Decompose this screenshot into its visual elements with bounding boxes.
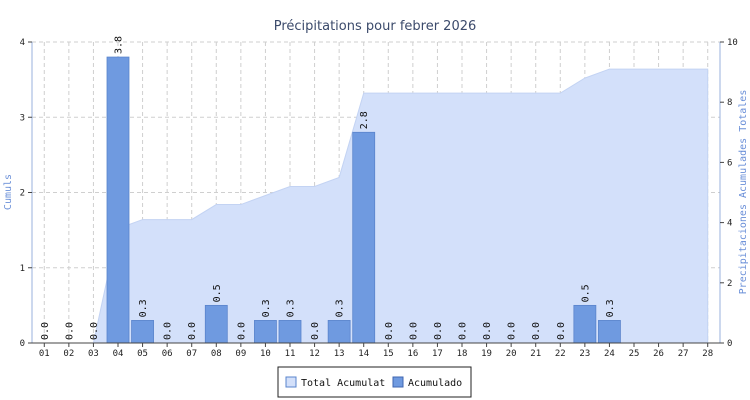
y-right-tick-4: 4 <box>727 219 732 229</box>
x-tick-27: 27 <box>678 349 689 359</box>
y-right-tick-10: 10 <box>727 38 738 48</box>
x-tick-09: 09 <box>235 349 246 359</box>
data-label-24: 0.3 <box>605 299 616 317</box>
x-tick-26: 26 <box>653 349 664 359</box>
data-label-14: 2.8 <box>359 111 370 129</box>
data-label-17: 0.0 <box>433 322 444 340</box>
y-right-tick-2: 2 <box>727 279 732 289</box>
y-axis-left-label: Cumuls <box>3 174 14 210</box>
x-tick-14: 14 <box>358 349 369 359</box>
x-tick-10: 10 <box>260 349 271 359</box>
x-tick-11: 11 <box>285 349 296 359</box>
x-tick-21: 21 <box>530 349 541 359</box>
y-right-tick-6: 6 <box>727 158 732 168</box>
bar-23 <box>573 304 597 344</box>
data-label-23: 0.5 <box>580 284 591 302</box>
bar-14 <box>352 131 376 344</box>
x-tick-18: 18 <box>457 349 468 359</box>
chart-title: Précipitations pour febrer 2026 <box>274 19 477 34</box>
x-tick-16: 16 <box>407 349 418 359</box>
x-tick-19: 19 <box>481 349 492 359</box>
bar-13 <box>327 320 351 344</box>
x-tick-01: 01 <box>39 349 50 359</box>
bar-05 <box>131 320 154 344</box>
data-label-01: 0.0 <box>40 322 51 340</box>
legend-box <box>277 366 472 398</box>
data-label-15: 0.0 <box>384 322 395 340</box>
x-tick-05: 05 <box>137 349 148 359</box>
x-tick-28: 28 <box>702 349 713 359</box>
data-label-03: 0.0 <box>89 322 100 340</box>
data-label-09: 0.0 <box>236 322 247 340</box>
label-layer: 0.0 0.0 0.0 3.8 0.3 0.0 0.0 0.5 0.0 0.3 0.3 0.0 0.3 2… <box>40 36 616 340</box>
data-label-18: 0.0 <box>458 322 469 340</box>
legend-swatch-1 <box>392 376 404 388</box>
data-label-07: 0.0 <box>187 322 198 340</box>
data-label-20: 0.0 <box>507 322 518 340</box>
bar-04 <box>106 56 130 344</box>
x-tick-15: 15 <box>383 349 394 359</box>
x-tick-02: 02 <box>63 349 74 359</box>
x-tick-03: 03 <box>88 349 99 359</box>
data-label-21: 0.0 <box>531 322 542 340</box>
data-label-08: 0.5 <box>212 284 223 302</box>
y-right-tick-0: 0 <box>727 339 732 349</box>
legend-label-0: Total Acumulat <box>301 378 385 389</box>
area-layer <box>44 68 709 344</box>
legend-label-1: Acumulado <box>408 378 462 389</box>
x-tick-23: 23 <box>579 349 590 359</box>
data-label-06: 0.0 <box>163 322 174 340</box>
data-label-22: 0.0 <box>556 322 567 340</box>
bar-08 <box>204 304 228 344</box>
data-label-11: 0.3 <box>286 299 297 317</box>
x-tick-06: 06 <box>162 349 173 359</box>
data-label-10: 0.3 <box>261 299 272 317</box>
data-label-05: 0.3 <box>138 299 149 317</box>
y-left-tick-0: 0 <box>20 339 25 349</box>
x-tick-25: 25 <box>629 349 640 359</box>
data-label-13: 0.3 <box>335 299 346 317</box>
y-axis-right-label: Precipitaciones Acumulades Totales <box>738 90 749 295</box>
y-left-tick-2: 2 <box>20 189 25 199</box>
legend: Total Acumulat Acumulado <box>277 366 472 398</box>
y-left-tick-3: 3 <box>20 113 25 123</box>
data-label-02: 0.0 <box>64 322 75 340</box>
data-label-12: 0.0 <box>310 322 321 340</box>
x-tick-12: 12 <box>309 349 320 359</box>
data-label-19: 0.0 <box>482 322 493 340</box>
data-label-16: 0.0 <box>408 322 419 340</box>
cumulative-area <box>44 68 709 344</box>
x-tick-08: 08 <box>211 349 222 359</box>
x-tick-07: 07 <box>186 349 197 359</box>
bar-11 <box>278 320 302 344</box>
y-right-tick-8: 8 <box>727 98 732 108</box>
legend-swatch-0 <box>285 376 297 388</box>
x-tick-24: 24 <box>604 349 615 359</box>
bar-layer <box>106 56 621 344</box>
y-left-tick-4: 4 <box>20 38 25 48</box>
y-left-tick-1: 1 <box>20 264 25 274</box>
x-tick-22: 22 <box>555 349 566 359</box>
bar-24 <box>598 320 621 344</box>
bar-10 <box>254 320 277 344</box>
x-tick-04: 04 <box>113 349 124 359</box>
data-label-04: 3.8 <box>114 36 125 54</box>
x-tick-13: 13 <box>334 349 345 359</box>
x-tick-20: 20 <box>506 349 517 359</box>
x-tick-17: 17 <box>432 349 443 359</box>
